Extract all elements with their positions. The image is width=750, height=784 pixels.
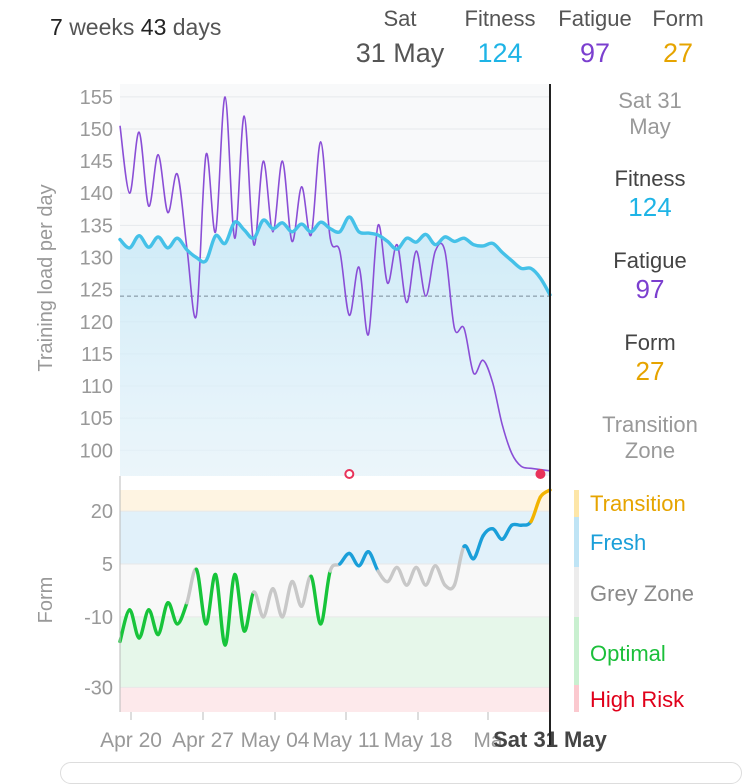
load-y-ticks: 155 150 145 140 135 130 125 120 115 110 105 100 — [80, 87, 113, 462]
form-zone-grey-zone — [120, 564, 550, 617]
side-form: Form 27 — [575, 330, 725, 386]
side-fitness: Fitness 124 — [575, 166, 725, 222]
legend-grey-zone[interactable]: Grey Zone — [590, 581, 694, 606]
header-date: Sat 31 May — [345, 6, 455, 69]
side-zone-text: Transition Zone — [602, 412, 698, 463]
days-word: days — [172, 14, 222, 40]
header-form-label: Form — [652, 6, 704, 31]
header-form-value: 27 — [662, 38, 694, 68]
bottom-sheet-edge — [60, 762, 742, 784]
side-fatigue-label: Fatigue — [613, 248, 687, 273]
x-tick-label: May 18 — [384, 729, 453, 752]
legend-high-risk[interactable]: High Risk — [590, 687, 685, 712]
form-y-tick-label: -30 — [84, 677, 113, 699]
load-y-tick-label: 150 — [80, 119, 113, 141]
form-line-segment — [175, 601, 189, 626]
header-form: Form 27 — [640, 6, 716, 69]
form-line-segment — [471, 534, 485, 561]
header-date-value: 31 May — [355, 38, 445, 68]
event-markers — [344, 469, 546, 479]
load-y-axis-label: Training load per day — [35, 184, 57, 371]
legend-fresh[interactable]: Fresh — [590, 530, 647, 555]
x-tick-label: Apr 20 — [100, 729, 162, 752]
header-fitness-value: 124 — [477, 38, 523, 68]
duration-summary: 7 weeks 43 days — [50, 14, 221, 41]
form-y-tick-label: 5 — [102, 554, 113, 576]
load-y-tick-label: 135 — [80, 215, 113, 237]
form-line-segment — [233, 572, 246, 633]
form-line-segment — [213, 572, 227, 647]
header-fatigue-label: Fatigue — [558, 6, 632, 31]
event-marker — [344, 469, 355, 479]
weeks-word: weeks — [69, 14, 135, 40]
legend-bar-grey — [574, 567, 579, 617]
legend-bar-fresh — [574, 517, 579, 567]
load-y-tick-label: 125 — [80, 280, 113, 302]
header-fatigue: Fatigue 97 — [550, 6, 640, 69]
side-date: Sat 31 May — [575, 88, 725, 140]
days-count: 43 — [140, 14, 167, 40]
side-form-label: Form — [624, 330, 676, 355]
header-fitness-label: Fitness — [464, 6, 536, 31]
side-fatigue: Fatigue 97 — [575, 248, 725, 304]
load-y-tick-label: 100 — [80, 440, 113, 462]
fitness-area — [120, 217, 550, 476]
side-form-value: 27 — [635, 356, 665, 386]
side-fitness-label: Fitness — [614, 166, 686, 191]
form-zone-transition — [120, 490, 550, 512]
form-line-segment — [452, 544, 466, 587]
load-y-tick-label: 120 — [80, 312, 113, 334]
header-fatigue-value: 97 — [579, 38, 611, 68]
side-zone: Transition Zone — [575, 412, 725, 464]
training-load-chart[interactable]: 155 150 145 140 135 130 125 120 115 110 105 100 Tra… — [0, 0, 750, 768]
load-y-tick-label: 155 — [80, 87, 113, 109]
fitness-line — [118, 215, 552, 297]
x-tick-label: May 04 — [241, 729, 310, 752]
legend-bar-risk — [574, 685, 579, 712]
header-day-label: Sat — [383, 6, 417, 31]
header-fitness: Fitness 124 — [455, 6, 545, 69]
x-tick-label: Apr 27 — [172, 729, 234, 752]
side-date-text: Sat 31 May — [618, 88, 682, 139]
side-fitness-value: 124 — [628, 192, 672, 222]
form-zone-optimal — [120, 616, 550, 688]
form-zones — [120, 490, 550, 712]
form-y-ticks: 20 5 -10 -30 — [84, 501, 113, 699]
legend-transition[interactable]: Transition — [590, 491, 686, 516]
load-y-tick-label: 130 — [80, 248, 113, 270]
form-zone-high-risk — [120, 687, 550, 712]
form-y-tick-label: -10 — [84, 607, 113, 629]
load-y-tick-label: 105 — [80, 408, 113, 430]
legend-optimal[interactable]: Optimal — [590, 641, 666, 666]
form-line — [118, 488, 552, 647]
legend-bar-optimal — [574, 617, 579, 685]
event-marker — [535, 469, 546, 479]
side-fatigue-value: 97 — [635, 274, 665, 304]
x-tick-label: Ma — [473, 729, 502, 752]
form-y-axis-label: Form — [35, 577, 57, 624]
legend-bar-transition — [574, 490, 579, 517]
form-y-tick-label: 20 — [91, 501, 113, 523]
form-line-segment — [319, 569, 332, 626]
form-zone-fresh — [120, 511, 550, 564]
load-y-tick-label: 140 — [80, 183, 113, 205]
form-line-segment — [242, 590, 256, 633]
form-line-segment — [194, 567, 208, 626]
fatigue-line — [119, 96, 551, 472]
form-line-segment — [529, 495, 543, 524]
weeks-count: 7 — [50, 14, 63, 40]
x-tick-label: May 11 — [312, 729, 379, 752]
load-y-tick-label: 145 — [80, 151, 113, 173]
load-y-tick-label: 115 — [81, 344, 113, 366]
load-y-tick-label: 110 — [81, 376, 113, 398]
form-line-segment — [223, 572, 237, 647]
